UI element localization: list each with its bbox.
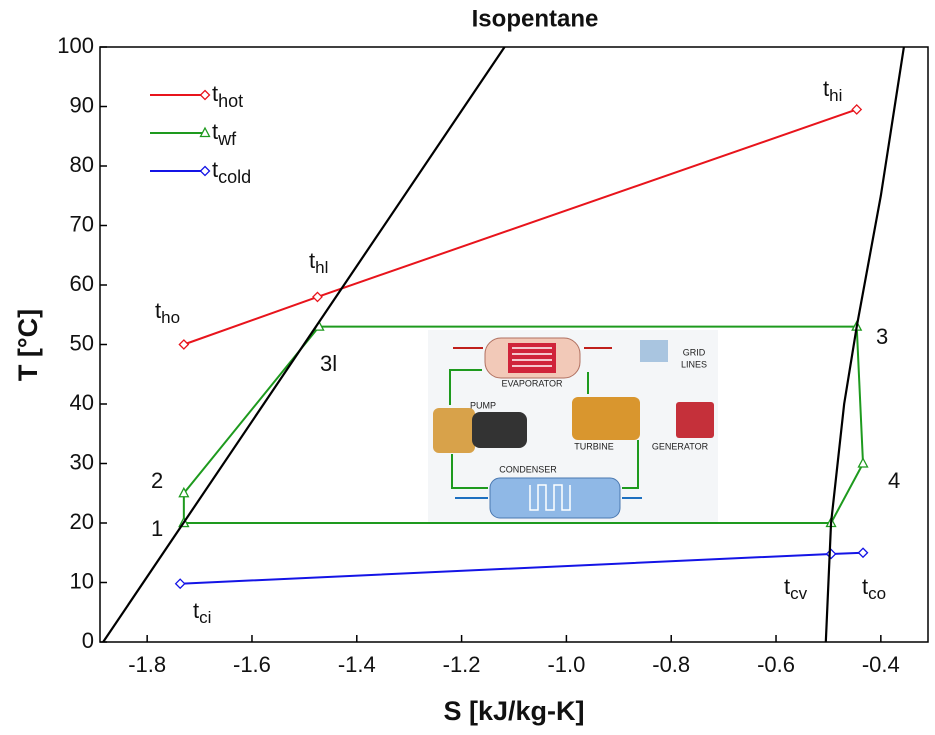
annotation: tho — [155, 298, 180, 328]
x-tick-label: -0.4 — [862, 652, 900, 677]
legend-label: thot — [212, 81, 243, 111]
y-tick-label: 40 — [70, 390, 94, 415]
marker — [852, 105, 861, 114]
marker — [859, 548, 868, 557]
annotation: tci — [193, 598, 211, 628]
annotation-sub: cv — [790, 584, 808, 603]
series-line — [180, 553, 863, 584]
legend-label: tcold — [212, 157, 251, 187]
legend-marker — [201, 167, 210, 176]
y-axis-label: T [°C] — [13, 309, 43, 381]
annotation: 1 — [151, 516, 163, 541]
inset-label: CONDENSER — [499, 464, 557, 474]
marker — [859, 459, 868, 468]
chart-title: Isopentane — [472, 5, 599, 32]
x-axis-label: S [kJ/kg-K] — [443, 696, 584, 726]
inset-label: PUMP — [470, 400, 496, 410]
x-tick-label: -1.4 — [338, 652, 376, 677]
generator — [676, 402, 714, 438]
annotation-sub: ho — [161, 308, 180, 327]
inset-label: GENERATOR — [652, 441, 709, 451]
pump — [433, 408, 475, 453]
annotation: thl — [309, 248, 328, 278]
orc-inset: EVAPORATOR PUMP TURBINE GENERATOR CONDEN… — [428, 330, 718, 522]
inset-label: GRID — [683, 347, 706, 357]
marker — [313, 292, 322, 301]
building — [640, 340, 668, 362]
series-line — [184, 109, 857, 344]
chart: Isopentane S [kJ/kg-K] T [°C] EVAPORATOR… — [0, 0, 935, 735]
marker — [827, 549, 836, 558]
y-tick-label: 30 — [70, 449, 94, 474]
y-tick-label: 80 — [70, 152, 94, 177]
marker — [179, 340, 188, 349]
y-tick-label: 70 — [70, 211, 94, 236]
x-tick-label: -1.2 — [443, 652, 481, 677]
annotation: tcv — [784, 574, 808, 604]
annotation: thi — [823, 76, 842, 106]
annotation-sub: ci — [199, 608, 211, 627]
annotation: 2 — [151, 468, 163, 493]
annotation-sub: hi — [829, 86, 842, 105]
y-tick-label: 60 — [70, 271, 94, 296]
x-tick-label: -1.8 — [128, 652, 166, 677]
condenser — [490, 478, 620, 518]
annotation: 4 — [888, 468, 900, 493]
annotation: 3l — [320, 351, 337, 376]
y-tick-label: 50 — [70, 330, 94, 355]
inset-label: TURBINE — [574, 441, 614, 451]
motor — [472, 412, 527, 448]
inset-label: EVAPORATOR — [501, 378, 563, 388]
marker — [176, 579, 185, 588]
y-tick-label: 90 — [70, 92, 94, 117]
annotation-sub: co — [868, 584, 886, 603]
x-tick-label: -0.6 — [757, 652, 795, 677]
y-tick-label: 20 — [70, 509, 94, 534]
annotation: 3 — [876, 324, 888, 349]
y-tick-label: 100 — [57, 33, 94, 58]
y-tick-label: 0 — [82, 628, 94, 653]
legend-label: twf — [212, 119, 237, 149]
x-tick-label: -1.0 — [547, 652, 585, 677]
annotation-sub: hl — [315, 258, 328, 277]
x-tick-label: -1.6 — [233, 652, 271, 677]
annotation: tco — [862, 574, 886, 604]
legend-marker — [201, 91, 210, 100]
turbine — [572, 397, 640, 440]
x-tick-label: -0.8 — [652, 652, 690, 677]
inset-label: LINES — [681, 359, 707, 369]
y-tick-label: 10 — [70, 568, 94, 593]
